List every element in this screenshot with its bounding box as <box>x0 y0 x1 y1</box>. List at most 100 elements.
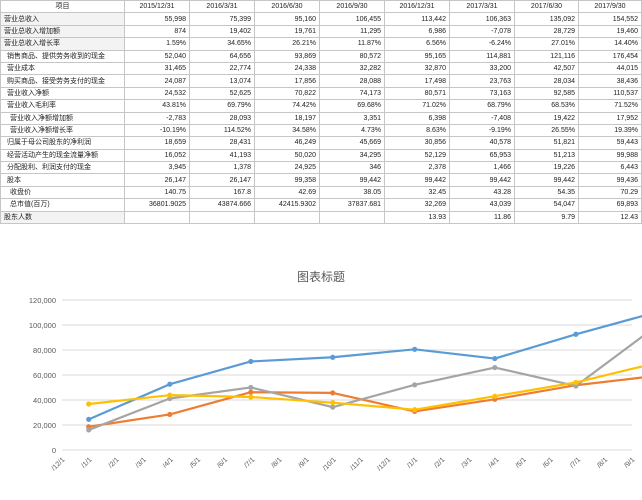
value-cell[interactable]: 26,147 <box>124 173 190 187</box>
value-cell[interactable]: 16,052 <box>124 148 190 163</box>
value-cell[interactable]: 19,422 <box>514 111 579 125</box>
value-cell[interactable]: 75,399 <box>189 12 255 26</box>
value-cell[interactable]: 2,378 <box>384 161 450 175</box>
value-cell[interactable]: 43.81% <box>124 99 190 113</box>
value-cell[interactable]: 874 <box>124 24 190 39</box>
value-cell[interactable]: 176,454 <box>578 49 642 63</box>
row-label-cell[interactable]: 股东人数 <box>0 210 125 225</box>
row-label-cell[interactable]: 经营活动产生的现金流量净额 <box>0 148 125 163</box>
value-cell[interactable]: 24,087 <box>124 74 190 88</box>
value-cell[interactable]: -6.24% <box>449 37 515 51</box>
row-label-cell[interactable]: 总市值(百万) <box>0 198 125 212</box>
row-label-cell[interactable]: 分配股利、利润支付的现金 <box>0 161 125 175</box>
value-cell[interactable]: 51,213 <box>514 148 579 163</box>
value-cell[interactable]: 71.52% <box>578 99 642 113</box>
value-cell[interactable]: 140.75 <box>124 185 190 200</box>
header-cell-date[interactable]: 2016/12/31 <box>384 0 450 14</box>
value-cell[interactable]: 92,585 <box>514 86 579 101</box>
value-cell[interactable]: 31,465 <box>124 61 190 76</box>
value-cell[interactable]: 23,763 <box>449 74 515 88</box>
row-label-cell[interactable]: 销售商品、提供劳务收到的现金 <box>0 49 125 63</box>
value-cell[interactable]: 69.79% <box>189 99 255 113</box>
value-cell[interactable]: 93,869 <box>254 49 320 63</box>
value-cell[interactable]: 38.05 <box>319 185 385 200</box>
value-cell[interactable]: 114.52% <box>189 123 255 138</box>
row-label-cell[interactable]: 营业收入毛利率 <box>0 99 125 113</box>
value-cell[interactable]: 24,338 <box>254 61 320 76</box>
value-cell[interactable]: 14.40% <box>578 37 642 51</box>
value-cell[interactable]: 74.42% <box>254 99 320 113</box>
value-cell[interactable]: 27.01% <box>514 37 579 51</box>
value-cell[interactable]: 41,193 <box>189 148 255 163</box>
value-cell[interactable]: 46,249 <box>254 136 320 150</box>
header-cell-date[interactable]: 2017/3/31 <box>449 0 515 14</box>
value-cell[interactable]: 17,498 <box>384 74 450 88</box>
value-cell[interactable]: 106,455 <box>319 12 385 26</box>
value-cell[interactable]: 26.21% <box>254 37 320 51</box>
value-cell[interactable]: 42,507 <box>514 61 579 76</box>
value-cell[interactable]: 52,040 <box>124 49 190 63</box>
value-cell[interactable]: 68.79% <box>449 99 515 113</box>
header-cell-date[interactable]: 2016/6/30 <box>254 0 320 14</box>
header-cell-date[interactable]: 2016/3/31 <box>189 0 255 14</box>
value-cell[interactable]: 28,431 <box>189 136 255 150</box>
value-cell[interactable]: 43874.666 <box>189 198 255 212</box>
value-cell[interactable]: 3,351 <box>319 111 385 125</box>
header-cell-item[interactable]: 项目 <box>0 0 125 14</box>
value-cell[interactable]: 28,034 <box>514 74 579 88</box>
value-cell[interactable]: 73,163 <box>449 86 515 101</box>
value-cell[interactable]: 154,552 <box>578 12 642 26</box>
value-cell[interactable]: 69,893 <box>578 198 642 212</box>
value-cell[interactable]: 11.87% <box>319 37 385 51</box>
value-cell[interactable] <box>124 210 190 225</box>
value-cell[interactable]: 11,295 <box>319 24 385 39</box>
row-label-cell[interactable]: 股本 <box>0 173 125 187</box>
value-cell[interactable]: 71.02% <box>384 99 450 113</box>
value-cell[interactable] <box>254 210 320 225</box>
value-cell[interactable]: 37837.681 <box>319 198 385 212</box>
value-cell[interactable]: 34.65% <box>189 37 255 51</box>
value-cell[interactable]: 95,165 <box>384 49 450 63</box>
value-cell[interactable]: 40,578 <box>449 136 515 150</box>
value-cell[interactable]: 19,761 <box>254 24 320 39</box>
row-label-cell[interactable]: 营业成本 <box>0 61 125 76</box>
value-cell[interactable]: 70,822 <box>254 86 320 101</box>
value-cell[interactable]: 8.63% <box>384 123 450 138</box>
value-cell[interactable]: 6,398 <box>384 111 450 125</box>
value-cell[interactable]: 99,442 <box>449 173 515 187</box>
value-cell[interactable]: 52,625 <box>189 86 255 101</box>
value-cell[interactable]: 52,129 <box>384 148 450 163</box>
value-cell[interactable]: 26,147 <box>189 173 255 187</box>
value-cell[interactable]: 69.68% <box>319 99 385 113</box>
value-cell[interactable]: 167.8 <box>189 185 255 200</box>
value-cell[interactable]: 64,656 <box>189 49 255 63</box>
value-cell[interactable]: 19.39% <box>578 123 642 138</box>
value-cell[interactable]: 68.53% <box>514 99 579 113</box>
value-cell[interactable]: -2,783 <box>124 111 190 125</box>
header-cell-date[interactable]: 2017/6/30 <box>514 0 579 14</box>
value-cell[interactable]: -10.19% <box>124 123 190 138</box>
value-cell[interactable]: 12.43 <box>578 210 642 225</box>
value-cell[interactable]: 24,925 <box>254 161 320 175</box>
value-cell[interactable]: 32,870 <box>384 61 450 76</box>
row-label-cell[interactable]: 归属于母公司股东的净利润 <box>0 136 125 150</box>
value-cell[interactable]: 30,856 <box>384 136 450 150</box>
row-label-cell[interactable]: 营业总收入增长率 <box>0 37 125 51</box>
value-cell[interactable]: 34.58% <box>254 123 320 138</box>
value-cell[interactable]: 80,571 <box>384 86 450 101</box>
row-label-cell[interactable]: 营业总收入增加额 <box>0 24 125 39</box>
value-cell[interactable]: 3,945 <box>124 161 190 175</box>
value-cell[interactable]: 51,821 <box>514 136 579 150</box>
value-cell[interactable]: 135,092 <box>514 12 579 26</box>
value-cell[interactable]: 1,378 <box>189 161 255 175</box>
value-cell[interactable] <box>319 210 385 225</box>
value-cell[interactable]: 70.29 <box>578 185 642 200</box>
header-cell-date[interactable]: 2017/9/30 <box>578 0 642 14</box>
row-label-cell[interactable]: 营业收入净额 <box>0 86 125 101</box>
value-cell[interactable]: 121,116 <box>514 49 579 63</box>
value-cell[interactable]: 114,881 <box>449 49 515 63</box>
value-cell[interactable]: 28,093 <box>189 111 255 125</box>
value-cell[interactable]: 19,402 <box>189 24 255 39</box>
value-cell[interactable]: 54.35 <box>514 185 579 200</box>
value-cell[interactable]: 18,197 <box>254 111 320 125</box>
